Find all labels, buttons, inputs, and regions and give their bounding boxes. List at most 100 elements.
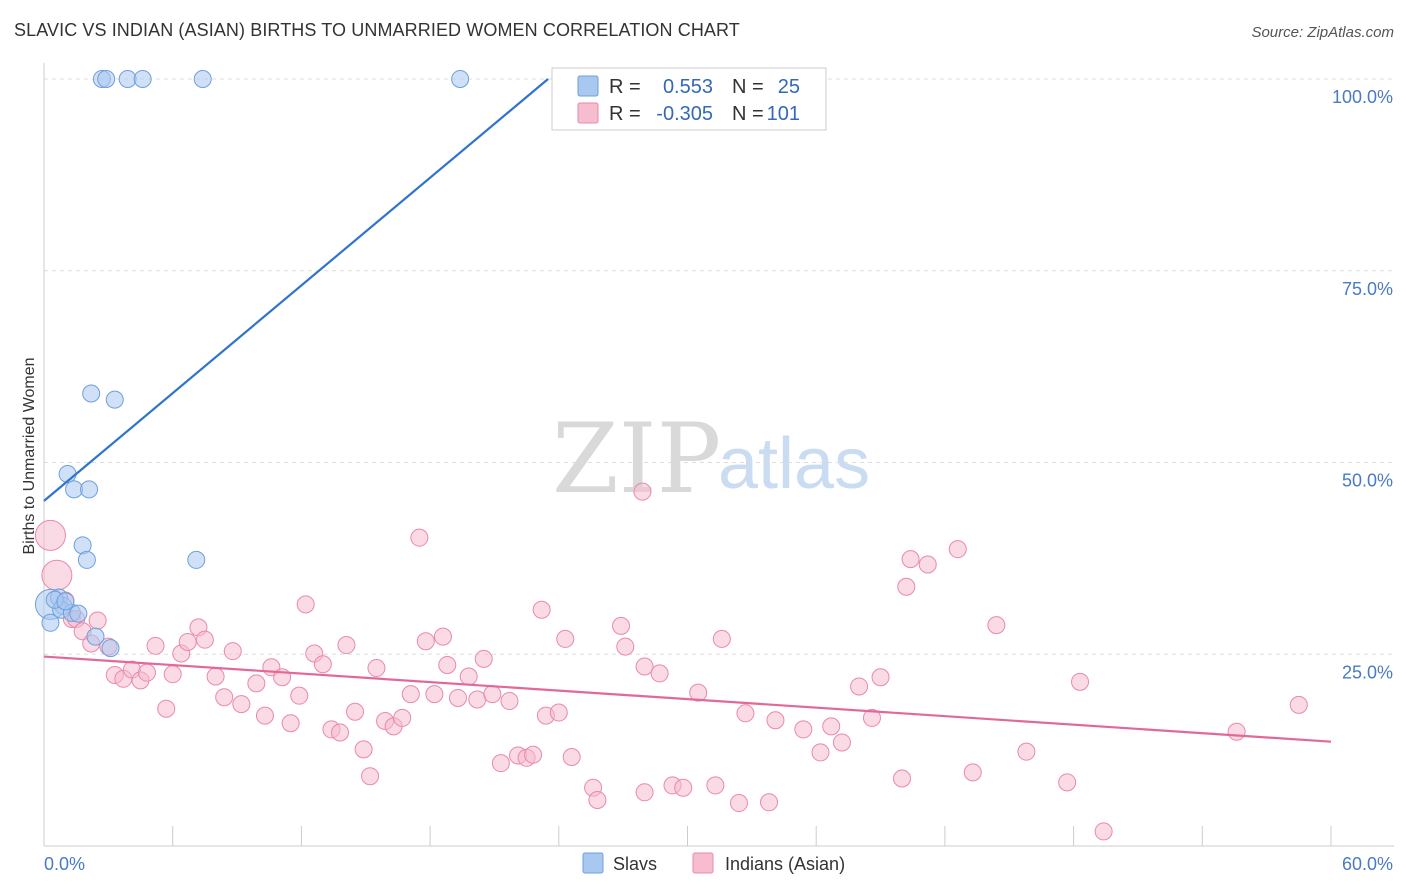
indians-point — [296, 595, 315, 614]
indians-point — [612, 616, 631, 635]
indians-point — [88, 611, 107, 630]
indians-point — [850, 677, 869, 696]
indians-point — [524, 745, 543, 764]
axes — [43, 63, 1394, 847]
series-slavs-points — [34, 70, 470, 658]
indians-point — [491, 754, 510, 773]
indians-point — [822, 717, 841, 736]
legend-r-value: -0.305 — [656, 103, 713, 125]
slavs-point — [105, 390, 124, 409]
indians-point — [41, 559, 73, 591]
indians-point — [232, 695, 251, 714]
legend-n-value: 101 — [767, 103, 800, 125]
indians-point — [689, 683, 708, 702]
slavs-point — [97, 70, 116, 88]
legend-n-value: 25 — [778, 76, 800, 98]
indians-point — [468, 690, 487, 709]
slavs-point — [65, 480, 84, 499]
legend-swatch-indians — [577, 102, 599, 124]
slavs-point — [69, 604, 88, 623]
indians-point — [195, 630, 214, 649]
indians-point — [137, 663, 156, 682]
x-tick-label-min: 0.0% — [44, 854, 85, 874]
indians-point — [146, 636, 165, 655]
indians-point — [893, 769, 911, 788]
indians-point — [1058, 773, 1077, 792]
slavs-point — [56, 592, 75, 611]
indians-point — [948, 540, 967, 559]
indians-point — [1094, 822, 1113, 841]
watermark: ZIP atlas — [552, 403, 870, 515]
indians-point — [635, 657, 654, 676]
legend-r-value: 0.553 — [663, 76, 713, 98]
indians-point — [290, 686, 309, 705]
indians-point — [215, 688, 234, 707]
indians-point — [367, 659, 386, 678]
indians-point — [206, 667, 225, 686]
trendline-slavs — [43, 78, 549, 502]
indians-point — [871, 668, 890, 687]
indians-point — [712, 629, 731, 648]
indians-point — [448, 688, 467, 707]
legend-n-label: N = — [732, 103, 764, 125]
indians-point — [987, 616, 1006, 635]
indians-point — [34, 519, 66, 551]
indians-point — [736, 704, 755, 723]
indians-point — [674, 778, 693, 797]
indians-point — [410, 528, 429, 547]
indians-point — [918, 555, 937, 574]
indians-point — [255, 706, 274, 725]
bottom-legend-label-slavs: Slavs — [613, 854, 657, 874]
indians-point — [223, 642, 242, 661]
indians-point — [425, 685, 444, 704]
indians-point — [706, 776, 725, 795]
slavs-point — [41, 613, 60, 632]
slavs-point — [77, 550, 96, 569]
legend-n-label: N = — [732, 76, 764, 98]
slavs-point — [187, 550, 206, 569]
indians-point — [556, 629, 575, 648]
y-tick-label: 50.0% — [1342, 471, 1393, 491]
indians-point — [157, 699, 176, 718]
indians-point — [766, 711, 785, 730]
x-tick-labels: 0.0% 60.0% — [44, 854, 1393, 874]
bottom-legend-swatch-slavs — [582, 852, 604, 874]
slavs-point — [133, 70, 152, 88]
source-credit: Source: ZipAtlas.com — [1251, 24, 1394, 41]
slavs-point — [101, 639, 120, 658]
indians-point — [163, 665, 182, 684]
indians-point — [549, 703, 568, 722]
indians-point — [562, 748, 581, 767]
indians-point — [635, 783, 654, 802]
legend-box: R = 0.553 N = 25 R = -0.305 N = 101 — [551, 67, 827, 131]
indians-point — [433, 627, 452, 646]
slavs-point — [118, 70, 137, 88]
indians-point — [438, 655, 457, 674]
indians-point — [963, 763, 982, 782]
trendline-indians — [43, 655, 1332, 743]
indians-point — [1289, 695, 1308, 714]
indians-point — [901, 550, 920, 569]
indians-point — [862, 708, 881, 727]
bottom-legend: Slavs Indians (Asian) — [582, 852, 845, 874]
indians-point — [832, 733, 851, 752]
indians-point — [616, 637, 635, 656]
series-indians-points — [34, 482, 1308, 841]
indians-point — [313, 655, 332, 674]
indians-point — [346, 702, 365, 721]
indians-point — [633, 482, 652, 501]
indians-point — [459, 667, 478, 686]
indians-point — [281, 714, 300, 733]
y-axis-label: Births to Unmarried Women — [21, 357, 38, 554]
y-tick-labels: 25.0% 50.0% 75.0% 100.0% — [1332, 87, 1393, 682]
indians-point — [532, 600, 551, 619]
indians-point — [337, 636, 356, 655]
slavs-point — [86, 627, 105, 646]
slavs-point — [80, 480, 99, 499]
chart-title: SLAVIC VS INDIAN (ASIAN) BIRTHS TO UNMAR… — [14, 20, 740, 40]
indians-point — [247, 674, 266, 693]
indians-point — [393, 708, 412, 727]
y-tick-label: 75.0% — [1342, 279, 1393, 299]
y-tick-label: 100.0% — [1332, 87, 1393, 107]
